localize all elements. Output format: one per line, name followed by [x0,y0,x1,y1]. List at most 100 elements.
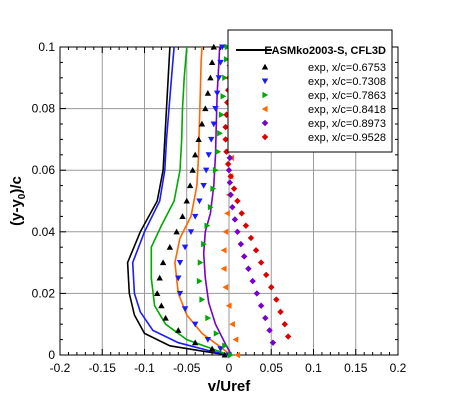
exp-marker-2 [213,330,220,337]
cfd-curve-1 [131,46,230,356]
exp-marker-0 [207,74,214,81]
exp-marker-1 [205,152,212,158]
exp-marker-2 [215,148,222,155]
legend-exp-label-2: exp, x/c=0.7863 [308,90,386,102]
exp-marker-2 [222,74,228,81]
exp-marker-2 [220,93,227,100]
exp-marker-0 [173,228,180,235]
y-axis-label-subscript: 0 [17,193,28,199]
exp-marker-0 [198,120,206,127]
exp-marker-4 [237,240,245,248]
cfd-curve-3 [174,46,232,356]
exp-marker-4 [234,228,241,235]
exp-marker-2 [210,185,217,192]
exp-marker-0 [179,213,186,219]
exp-marker-1 [217,346,224,353]
exp-marker-5 [227,173,234,180]
exp-marker-0 [210,43,217,50]
exp-marker-0 [158,302,165,309]
exp-marker-4 [253,290,261,297]
legend-exp-label-1: exp, x/c=0.7308 [308,76,386,88]
exp-marker-4 [249,277,256,285]
exp-marker-2 [218,111,225,118]
legend-marker-5 [261,133,269,141]
exp-marker-3 [222,284,229,291]
exp-marker-0 [192,339,199,346]
y-tick-label: 0 [48,348,55,362]
exp-marker-5 [277,308,284,316]
x-tick-label: -0.05 [173,361,201,375]
x-tick-label: -0.2 [50,361,71,375]
exp-marker-1 [176,260,184,266]
exp-marker-4 [269,339,277,346]
exp-marker-3 [224,210,230,217]
legend-marker-4 [261,119,269,127]
exp-marker-5 [273,296,280,303]
exp-marker-0 [166,244,174,250]
x-tick-label: 0.05 [260,361,284,375]
exp-marker-0 [202,105,209,112]
exp-marker-1 [202,167,210,174]
exp-marker-4 [257,302,265,309]
exp-marker-2 [201,240,207,248]
exp-marker-0 [186,182,194,189]
exp-marker-0 [183,197,190,204]
exp-marker-1 [219,44,226,51]
legend-exp-label-3: exp, x/c=0.8418 [308,104,386,116]
exp-marker-5 [230,185,238,192]
exp-marker-2 [205,314,212,322]
x-tick-label: 0.15 [344,361,368,375]
exp-marker-1 [187,229,195,235]
exp-marker-0 [208,59,216,65]
exp-marker-5 [268,284,275,291]
y-tick-label: 0.1 [38,40,55,54]
exp-marker-1 [204,337,212,343]
legend: EASMko2003-S, CFL3D exp, x/c=0.6753 exp, … [227,29,393,153]
exp-marker-1 [192,321,199,328]
exp-marker-5 [247,234,255,242]
x-tick-label: 0.1 [305,361,322,375]
exp-marker-5 [223,148,230,155]
exp-marker-0 [156,274,163,281]
exp-marker-0 [189,167,196,173]
exp-marker-4 [245,265,252,272]
exp-marker-4 [226,179,234,186]
exp-marker-0 [192,151,199,158]
exp-marker-4 [229,203,236,211]
y-tick-label: 0.06 [32,163,56,177]
legend-exp-label-5: exp, x/c=0.9528 [308,132,386,144]
x-tick-label: -0.15 [89,361,117,375]
exp-marker-5 [281,321,288,328]
exp-marker-1 [196,198,203,205]
legend-marker-0 [261,63,269,70]
exp-marker-1 [215,75,223,81]
exp-marker-5 [222,136,229,143]
exp-marker-4 [241,253,248,260]
exp-marker-1 [175,275,182,282]
exp-marker-1 [210,121,217,128]
y-tick-label: 0.04 [32,225,56,239]
exp-marker-2 [197,259,204,266]
exp-marker-1 [192,213,199,220]
cfd-curves [126,46,233,356]
y-axis-label-part-2: )/c [8,176,25,194]
legend-marker-1 [261,78,269,85]
exp-marker-3 [225,302,232,309]
exp-marker-2 [217,130,223,137]
exp-marker-4 [226,154,234,162]
exp-marker-0 [195,136,202,142]
exp-marker-5 [223,111,230,118]
exp-marker-3 [232,336,239,343]
exp-marker-4 [266,327,273,334]
exp-marker-2 [199,296,206,303]
exp-marker-3 [234,351,241,359]
exp-marker-1 [181,244,189,251]
cfd-curve-4 [202,46,233,356]
exp-marker-2 [207,203,214,211]
exp-marker-3 [220,247,227,254]
legend-exp-label-0: exp, x/c=0.6753 [308,62,386,74]
y-tick-label: 0.08 [32,102,56,116]
exp-marker-4 [262,314,269,322]
exp-marker-5 [284,333,292,340]
